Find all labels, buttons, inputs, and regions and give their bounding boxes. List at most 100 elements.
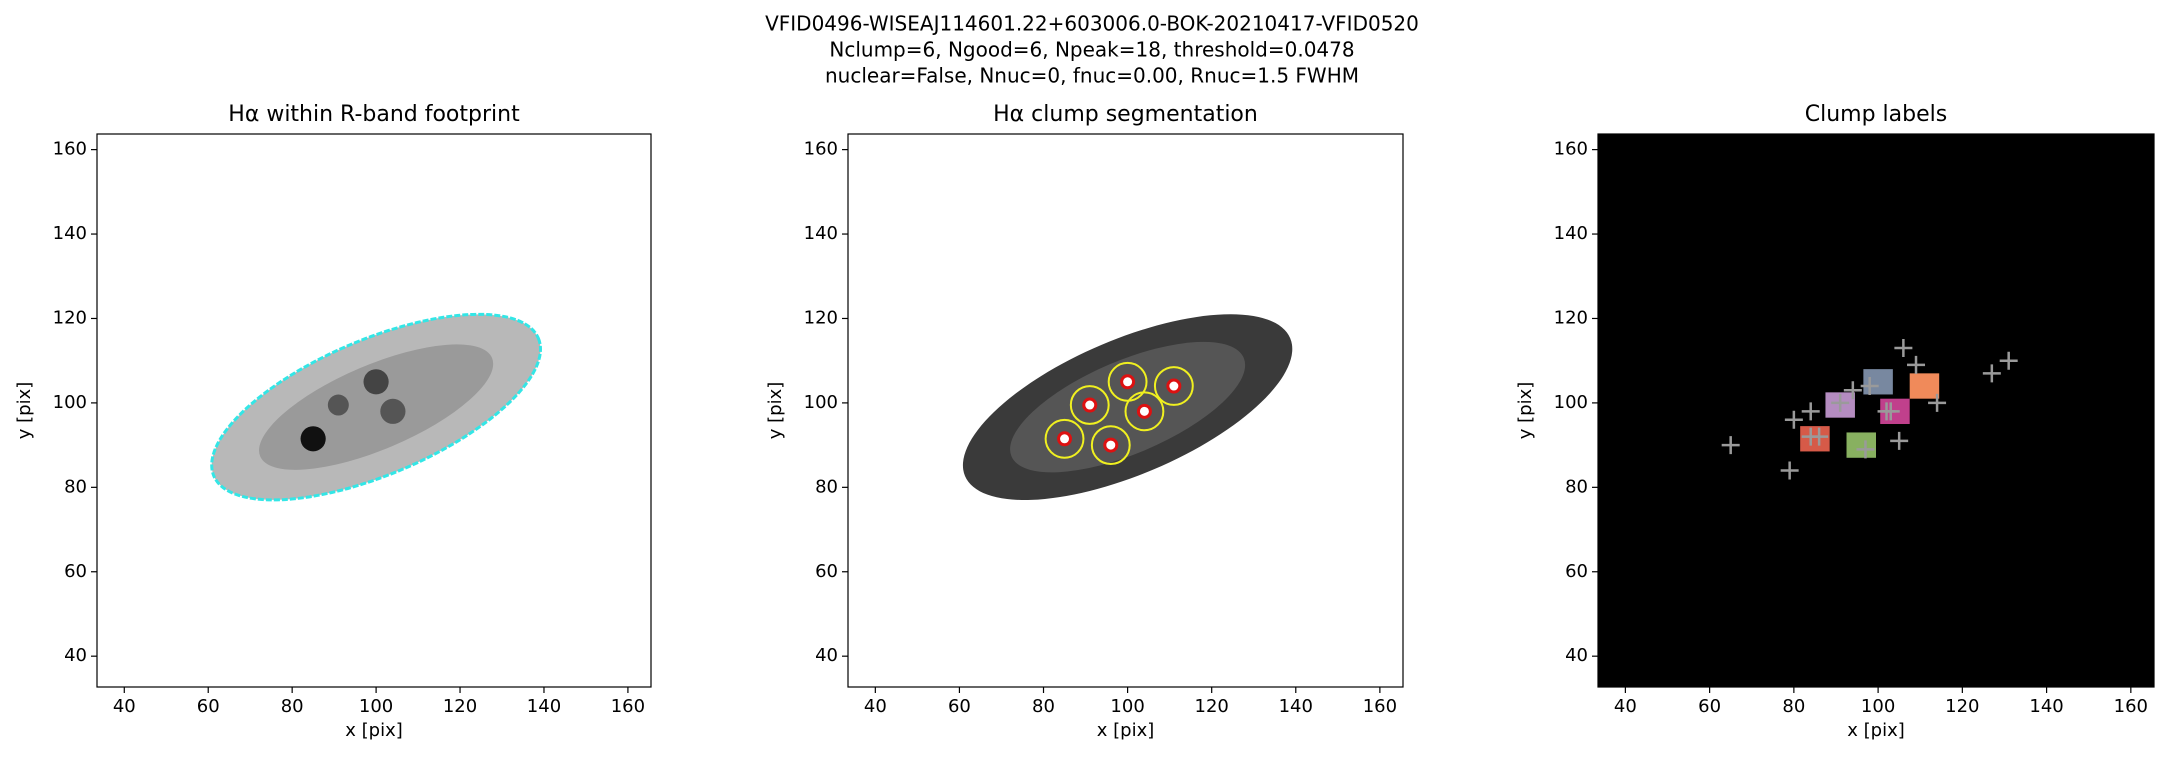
y-tick-label: 60: [64, 561, 87, 582]
clump-label: [1863, 369, 1893, 395]
axes-background: [1598, 134, 2154, 687]
x-axis-label: x [pix]: [345, 720, 403, 741]
clump-label: [1846, 432, 1876, 458]
axes-frame: [96, 133, 652, 688]
y-tick-label: 140: [53, 223, 87, 244]
y-tick-label: 60: [1565, 561, 1588, 582]
peak-marker: [1780, 461, 1799, 480]
clump-marker: [1082, 397, 1098, 413]
peak-marker: [1843, 381, 1862, 400]
panel-title: Hα clump segmentation: [993, 102, 1258, 127]
x-tick-label: 120: [443, 696, 477, 717]
x-tick-label: 120: [1945, 696, 1979, 717]
clump-label: [1800, 426, 1830, 452]
peak-marker: [1801, 427, 1820, 446]
x-tick-label: 40: [1614, 696, 1637, 717]
clump-marker: [1120, 374, 1136, 390]
panel: 40 60 80 100 120 140 160 40 60 80 100 120 140 160 Clum…: [1515, 102, 2155, 741]
panel-title: Clump labels: [1805, 102, 1947, 127]
x-axis-label: x [pix]: [1097, 720, 1155, 741]
x-tick-label: 40: [113, 696, 136, 717]
x-tick-label: 160: [2114, 696, 2148, 717]
y-tick-label: 40: [815, 645, 838, 666]
x-tick-label: 60: [948, 696, 971, 717]
panel-title: Hα within R-band footprint: [228, 102, 520, 127]
x-tick-label: 100: [1861, 696, 1895, 717]
peak-marker: [1831, 393, 1850, 412]
bright-spot: [300, 426, 326, 452]
peak-marker: [1721, 436, 1740, 455]
y-tick-label: 100: [1554, 392, 1588, 413]
y-tick-label: 160: [804, 139, 838, 160]
peak-marker: [1784, 410, 1803, 429]
peak-marker: [1860, 377, 1879, 396]
y-tick-label: 160: [1554, 139, 1588, 160]
bright-spot: [327, 394, 349, 416]
y-tick-label: 80: [64, 476, 87, 497]
clump-marker: [1166, 378, 1182, 394]
x-tick-label: 80: [281, 696, 304, 717]
x-tick-label: 60: [197, 696, 220, 717]
axes-frame: [847, 133, 1404, 688]
y-tick-label: 60: [815, 561, 838, 582]
y-tick-label: 100: [804, 392, 838, 413]
peak-marker: [1881, 402, 1900, 421]
image: [962, 314, 1293, 501]
x-tick-label: 160: [611, 696, 645, 717]
y-axis-label: y [pix]: [14, 382, 35, 440]
x-tick-label: 120: [1195, 696, 1229, 717]
clump-marker: [1103, 437, 1119, 453]
clump-contour: [1069, 385, 1110, 425]
image: [1721, 339, 2018, 480]
x-tick-label: 80: [1032, 696, 1055, 717]
clump-contour: [1153, 366, 1194, 406]
x-tick-label: 80: [1782, 696, 1805, 717]
peak-marker: [1856, 440, 1875, 459]
x-tick-label: 40: [864, 696, 887, 717]
clump-marker: [1136, 403, 1152, 419]
y-axis-label: y [pix]: [1515, 382, 1536, 440]
y-tick-label: 80: [815, 476, 838, 497]
peak-marker: [1801, 402, 1820, 421]
peak-marker: [1982, 364, 2001, 383]
peak-marker: [1894, 339, 1913, 358]
clump-marker: [1057, 431, 1073, 447]
x-tick-label: 60: [1698, 696, 1721, 717]
y-tick-label: 100: [53, 392, 87, 413]
x-tick-label: 140: [527, 696, 561, 717]
suptitle: Nclump=6, Ngood=6, Npeak=18, threshold=0…: [829, 38, 1354, 62]
x-tick-label: 140: [1279, 696, 1313, 717]
peak-marker: [1928, 393, 1947, 412]
clump-label: [1909, 373, 1940, 399]
clump-contour: [1124, 391, 1165, 432]
x-axis-label: x [pix]: [1847, 720, 1905, 741]
axes-frame: [1597, 133, 2155, 688]
peak-marker: [1907, 355, 1926, 374]
y-tick-label: 40: [64, 645, 87, 666]
bright-spot: [363, 369, 389, 395]
y-tick-label: 120: [1554, 307, 1588, 328]
y-tick-label: 80: [1565, 476, 1588, 497]
x-tick-label: 140: [2029, 696, 2063, 717]
peak-marker: [1999, 351, 2018, 370]
peak-marker: [1890, 431, 1909, 450]
image: [210, 312, 542, 502]
suptitle: VFID0496-WISEAJ114601.22+603006.0-BOK-20…: [765, 12, 1419, 36]
y-tick-label: 140: [1554, 223, 1588, 244]
y-axis-label: y [pix]: [765, 382, 786, 440]
y-tick-label: 140: [804, 223, 838, 244]
y-tick-label: 120: [804, 307, 838, 328]
clump-contour: [1044, 418, 1085, 459]
y-tick-label: 40: [1565, 645, 1588, 666]
clump-contour: [1090, 425, 1131, 466]
y-tick-label: 160: [53, 139, 87, 160]
x-tick-label: 100: [1110, 696, 1144, 717]
suptitle: nuclear=False, Nnuc=0, fnuc=0.00, Rnuc=1…: [825, 64, 1359, 88]
bright-spot: [380, 398, 406, 424]
x-tick-label: 160: [1363, 696, 1397, 717]
panel: 40 60 80 100 120 140 160 40 60 80 100 120 140 160 Hα w…: [14, 102, 652, 741]
x-tick-label: 100: [359, 696, 393, 717]
y-tick-label: 120: [53, 307, 87, 328]
panel: 40 60 80 100 120 140 160 40 60 80 100 120 140 160 Hα c…: [765, 102, 1404, 741]
